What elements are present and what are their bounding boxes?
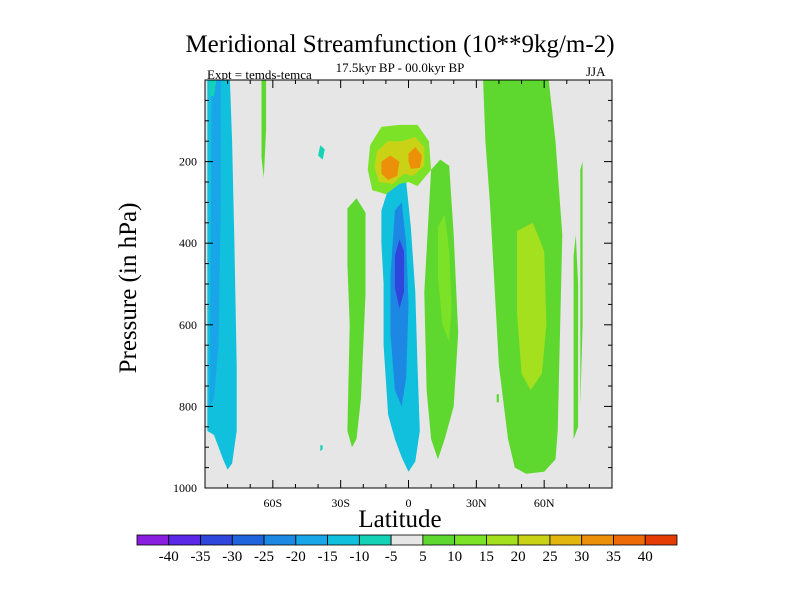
colorbar-label: 15 xyxy=(479,549,494,565)
colorbar-label: -40 xyxy=(159,549,179,565)
colorbar-swatch xyxy=(644,534,678,546)
x-tick-label: 30S xyxy=(331,496,350,510)
contour-region-surface-right-dot xyxy=(496,394,499,403)
colorbar-swatch xyxy=(517,534,551,546)
colorbar-swatch xyxy=(168,534,201,546)
contour-region-upper-positive-core-west xyxy=(381,155,400,180)
colorbar-label: 25 xyxy=(542,549,557,565)
chart-subtitle: 17.5kyr BP - 00.0kyr BP xyxy=(335,60,465,75)
colorbar-swatch xyxy=(200,534,233,546)
colorbar-label: 40 xyxy=(638,549,653,565)
contour-region-far-north-sliver xyxy=(580,161,583,407)
x-tick-label: 60S xyxy=(263,496,282,510)
colorbar-swatch xyxy=(390,534,424,546)
contour-region-east-positive-core xyxy=(437,214,452,342)
colorbar-label: 20 xyxy=(511,549,526,565)
colorbar-swatch xyxy=(263,534,297,546)
colorbar-label: 35 xyxy=(606,549,621,565)
colorbar-label: 30 xyxy=(574,549,589,565)
contour-layer xyxy=(207,80,583,474)
colorbar-label: 10 xyxy=(447,549,462,565)
colorbar-swatch xyxy=(549,534,583,546)
y-tick-label: 400 xyxy=(179,236,197,250)
contour-region-west-positive-flank xyxy=(347,198,366,448)
colorbar-swatch xyxy=(295,534,328,546)
tick-layer: 200 400 600 800 1000 60S 30S 0 30N 60N xyxy=(173,79,613,510)
x-axis-label: Latitude xyxy=(358,506,442,533)
colorbar-label: -30 xyxy=(222,549,242,565)
colorbar-label: -5 xyxy=(385,549,398,565)
x-tick-label: 60N xyxy=(534,496,555,510)
contour-region-polar-tongue xyxy=(261,80,267,178)
colorbar-label: -35 xyxy=(191,549,211,565)
colorbar-swatch xyxy=(613,534,646,546)
colorbar-swatch xyxy=(136,534,170,546)
y-tick-label: 800 xyxy=(179,399,197,413)
colorbar-swatch xyxy=(486,534,519,546)
colorbar-swatch xyxy=(454,534,487,546)
colorbar-swatch xyxy=(581,534,614,546)
x-tick-label: 0 xyxy=(406,496,412,510)
chart-title: Meridional Streamfunction (10**9kg/m-2) xyxy=(185,31,615,58)
colorbar-label: -25 xyxy=(254,549,274,565)
colorbar: -40 -35 -30 -25 -20 -15 -10 -5 5 10 15 20 25 30 35 40 xyxy=(136,534,678,565)
contour-region-northern-positive-core xyxy=(517,222,547,391)
colorbar-swatch xyxy=(231,534,265,546)
x-tick-label: 30N xyxy=(466,496,487,510)
season-annotation: JJA xyxy=(586,64,606,79)
y-tick-label: 200 xyxy=(179,155,197,169)
colorbar-label: -10 xyxy=(349,549,369,565)
colorbar-swatch xyxy=(358,534,392,546)
contour-region-tiny-lower-negative xyxy=(320,445,323,452)
colorbar-swatch xyxy=(327,534,360,546)
colorbar-label: 5 xyxy=(419,549,427,565)
colorbar-label: -20 xyxy=(286,549,306,565)
contour-region-top-left-stub xyxy=(209,80,217,97)
contour-region-high-north-band xyxy=(573,235,579,439)
experiment-annotation: Expt = temds-temca xyxy=(207,67,312,82)
contour-region-equatorial-negative-peak xyxy=(394,239,404,309)
contour-region-stratosphere-blob xyxy=(318,145,325,160)
colorbar-label: -15 xyxy=(318,549,338,565)
colorbar-swatch xyxy=(422,534,456,546)
y-tick-label: 1000 xyxy=(173,481,197,495)
contour-region-upper-positive-core-east xyxy=(408,147,423,169)
y-tick-label: 600 xyxy=(179,318,197,332)
